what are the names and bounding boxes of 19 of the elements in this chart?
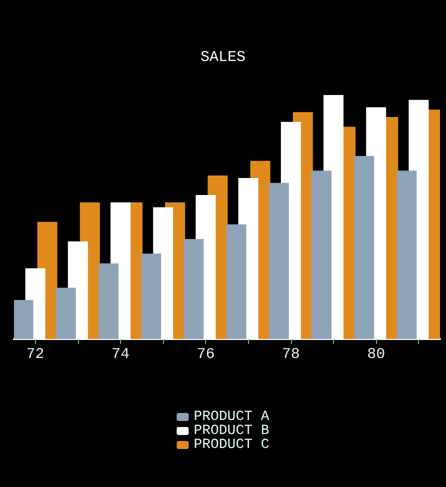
x-tick-label: 78 [282,346,300,363]
x-tick-label: 72 [26,346,44,363]
bar [141,254,162,339]
bar [268,182,289,339]
legend-label: PRODUCT C [194,437,270,453]
bar [396,170,417,339]
bar [184,238,204,339]
legend-label: PRODUCT B [194,423,270,439]
x-tick-label: 74 [111,346,130,363]
chart-title: SALES [200,49,246,66]
bar [354,156,374,339]
bar [98,263,118,339]
bar [226,224,246,339]
x-tick-label: 80 [367,346,386,363]
bar [14,300,34,339]
bar [312,170,332,339]
legend-label: PRODUCT A [194,409,270,425]
bar [56,288,76,339]
x-tick-label: 76 [196,346,215,363]
